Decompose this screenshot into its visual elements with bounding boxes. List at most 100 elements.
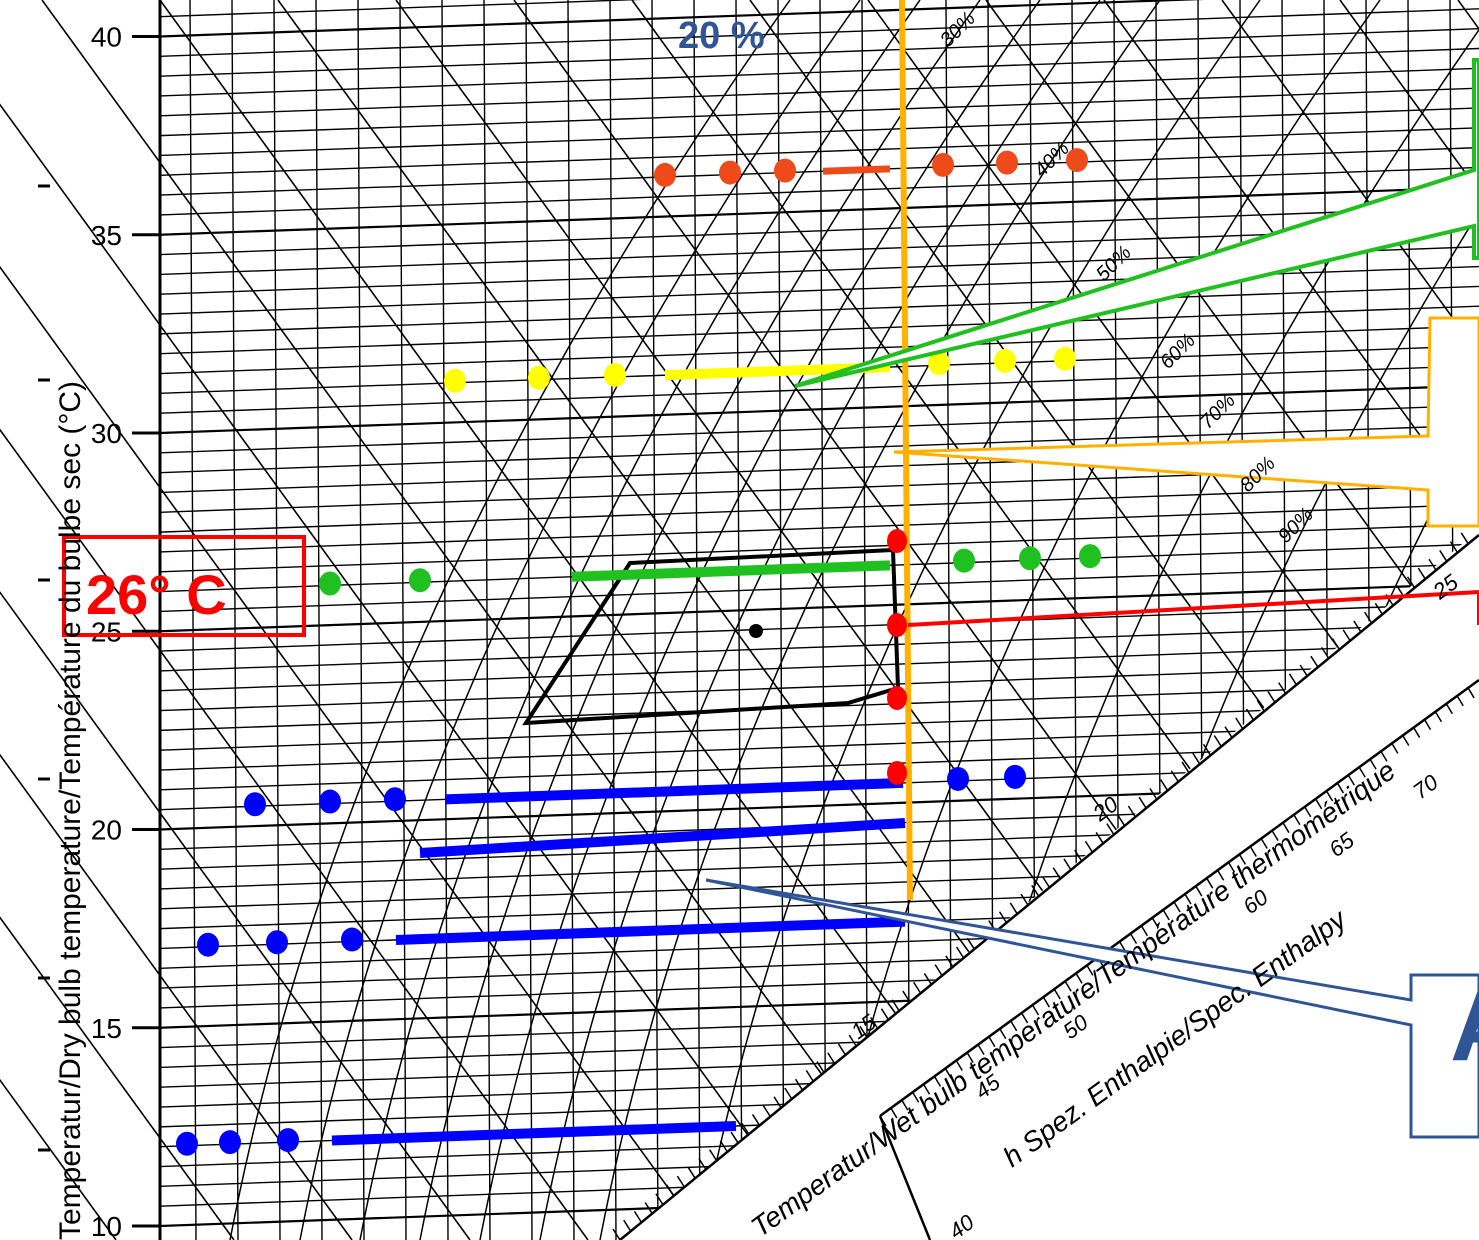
wet-bulb-scale-tick bbox=[1213, 735, 1222, 747]
wet-bulb-scale-tick bbox=[794, 1078, 804, 1091]
reference-red-dot bbox=[887, 761, 907, 785]
wet-bulb-scale-tick bbox=[1321, 646, 1330, 659]
enthalpy-scale-tick bbox=[1445, 703, 1453, 715]
enthalpy-scale-tick bbox=[1031, 1004, 1040, 1016]
humidity-line bbox=[861, 0, 869, 1240]
wet-bulb-scale-tick bbox=[741, 1122, 750, 1135]
wet-bulb-scale-tick bbox=[816, 1061, 825, 1073]
marked-temp-dot bbox=[176, 1131, 198, 1156]
enthalpy-scale-tick bbox=[1380, 750, 1388, 762]
enthalpy-scale-tick bbox=[1173, 901, 1181, 913]
isotherm-line bbox=[159, 622, 1479, 672]
enthalpy-scale-tick bbox=[1271, 830, 1279, 842]
enthalpy-scale-tick bbox=[1456, 695, 1464, 707]
marked-temp-dot bbox=[319, 789, 341, 814]
enthalpy-scale-tick bbox=[1184, 893, 1192, 905]
wet-bulb-enthalpy-scale bbox=[612, 530, 1479, 1240]
humidity-line bbox=[819, 0, 827, 1240]
wet-bulb-scale-tick bbox=[1310, 655, 1319, 668]
enthalpy-scale-tick bbox=[944, 1068, 952, 1079]
wet-bulb-scale-tick bbox=[698, 1158, 707, 1170]
wet-bulb-scale-tick bbox=[730, 1131, 739, 1144]
enthalpy-scale-tick bbox=[1423, 719, 1432, 731]
wet-bulb-scale-tick bbox=[1460, 532, 1469, 545]
isotherm-line bbox=[159, 186, 1479, 236]
highlight-temp-text: 26° C bbox=[86, 563, 227, 626]
enthalpy-scale-tick bbox=[1413, 727, 1421, 738]
wet-bulb-scale-tick bbox=[837, 1043, 847, 1056]
wet-bulb-scale-tick bbox=[1020, 893, 1029, 906]
marked-temp-line bbox=[444, 777, 904, 805]
humidity-line bbox=[315, 0, 323, 1240]
enthalpy-scale-tick bbox=[922, 1083, 931, 1095]
wet-bulb-scale-tick bbox=[1138, 796, 1147, 809]
enthalpy-scale-tick bbox=[1402, 735, 1410, 746]
reference-red-dot bbox=[887, 529, 907, 553]
isotherm-line bbox=[159, 325, 1479, 375]
wet-bulb-scale-tick bbox=[966, 937, 975, 950]
highlight-temp-box bbox=[62, 535, 306, 637]
y-tick-label: 35 bbox=[91, 220, 122, 251]
wet-bulb-scale-tick bbox=[666, 1184, 675, 1197]
wet-bulb-scale-tick bbox=[848, 1034, 857, 1047]
enthalpy-diagonal bbox=[1103, 0, 1479, 519]
enthalpy-diagonal bbox=[867, 0, 1479, 844]
y-tick-label: 30 bbox=[91, 418, 122, 449]
reference-red-dot bbox=[887, 613, 907, 637]
isotherm-line bbox=[159, 642, 1479, 692]
humidity-line bbox=[567, 0, 575, 1240]
y-tick-label: 25 bbox=[91, 616, 122, 647]
wet-bulb-scale-tick bbox=[1095, 832, 1104, 844]
isotherm-line bbox=[159, 0, 643, 18]
isotherm-line bbox=[159, 404, 1479, 454]
isotherm-line bbox=[159, 702, 1479, 751]
isotherm-line bbox=[159, 166, 1479, 216]
marked-temp-dot bbox=[277, 1128, 299, 1153]
rh-curve bbox=[299, 0, 861, 1240]
wet-bulb-scale-tick bbox=[1117, 814, 1126, 827]
isotherm-line bbox=[159, 47, 1479, 97]
enthalpy-scale-tick bbox=[890, 1107, 898, 1119]
wet-bulb-scale-tick bbox=[655, 1193, 664, 1206]
marked-temp-line bbox=[419, 818, 906, 858]
enthalpy-scale-tick bbox=[1358, 766, 1366, 778]
enthalpy-axis-edge bbox=[878, 1115, 932, 1240]
wet-bulb-scale-tick bbox=[644, 1202, 653, 1214]
y-tick-label: 10 bbox=[91, 1211, 122, 1240]
wet-bulb-scale-tick bbox=[805, 1069, 814, 1082]
reference-vertical-line bbox=[899, 0, 913, 901]
annotation-marks bbox=[62, 0, 1479, 1156]
marked-temp-dot bbox=[604, 362, 626, 387]
wet-bulb-scale-tick bbox=[870, 1017, 879, 1029]
enthalpy-diagonal bbox=[0, 753, 353, 1240]
isotherm-line bbox=[159, 384, 1479, 435]
enthalpy-scale-tick bbox=[1140, 925, 1149, 937]
marked-temp-dot bbox=[928, 351, 950, 376]
marked-temp-dot bbox=[244, 792, 266, 817]
y-tick-label: 15 bbox=[91, 1013, 122, 1044]
enthalpy-diagonal bbox=[0, 428, 589, 1240]
y-axis-label: Temperatur/Dry bulb temperature/Températ… bbox=[54, 381, 87, 1240]
wet-bulb-scale-tick bbox=[1170, 770, 1179, 783]
humidity-line bbox=[693, 0, 701, 1240]
wet-bulb-scale-tick bbox=[891, 999, 900, 1012]
wet-bulb-scale-tick bbox=[612, 1228, 621, 1240]
enthalpy-scale-tick bbox=[1010, 1020, 1018, 1032]
y-tick-label: 40 bbox=[91, 22, 122, 53]
enthalpy-scale-tick bbox=[1304, 806, 1312, 818]
marked-temp-dot bbox=[932, 152, 954, 177]
rh-curve bbox=[359, 0, 921, 1240]
isotherm-line bbox=[159, 87, 1479, 137]
humidity-line bbox=[273, 0, 281, 1240]
enthalpy-scale-tick bbox=[901, 1099, 909, 1111]
enthalpy-scale-tick bbox=[1314, 798, 1323, 810]
rh-curve bbox=[419, 0, 981, 1240]
isotherm-line bbox=[159, 523, 1479, 573]
enthalpy-scale-tick bbox=[988, 1036, 996, 1048]
enthalpy-scale-tick bbox=[1249, 846, 1257, 857]
enthalpy-scale-tick bbox=[1347, 774, 1355, 786]
marked-temp-dot bbox=[444, 368, 466, 393]
enthalpy-scale-tick bbox=[966, 1052, 974, 1063]
enthalpy-scale-tick bbox=[912, 1091, 920, 1103]
enthalpy-scale-tick bbox=[1467, 687, 1475, 699]
